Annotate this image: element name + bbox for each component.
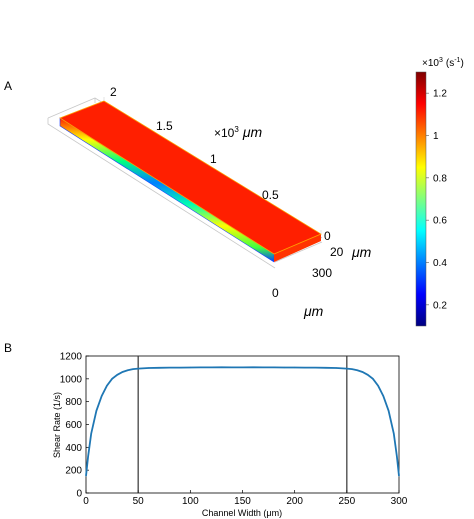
data-point	[294, 366, 296, 369]
channel-end-face	[274, 234, 321, 262]
data-point	[127, 369, 129, 371]
data-point	[325, 367, 327, 369]
x-axis-label: Channel Width (μm)	[202, 508, 282, 518]
height-tick: 20	[330, 245, 344, 259]
data-point	[377, 385, 379, 387]
colorbar-tick-label: 0.8	[433, 173, 447, 184]
data-point	[189, 366, 191, 369]
data-point	[111, 378, 113, 380]
channel-side-face	[60, 118, 274, 262]
channel-top-face	[60, 101, 321, 254]
length-tick: 0.5	[262, 188, 279, 202]
width-tick: 0	[272, 286, 279, 300]
y-axis-label: Shear Rate (1/s)	[52, 392, 62, 458]
data-point	[116, 374, 118, 376]
x-tick-label: 200	[286, 496, 303, 507]
data-point	[90, 433, 92, 435]
axis-grid	[103, 97, 322, 234]
data-point	[356, 369, 358, 371]
x-tick-label: 100	[182, 496, 199, 507]
length-tick: 1	[210, 152, 217, 166]
colorbar-gradient	[415, 71, 427, 327]
data-point	[221, 366, 223, 368]
data-point	[101, 395, 103, 397]
data-point	[273, 366, 275, 368]
length-tick: 0	[324, 229, 331, 243]
data-point	[361, 371, 364, 373]
y-tick-label: 200	[65, 466, 82, 477]
width-axis: 300 0 μm	[272, 266, 332, 319]
data-point	[351, 368, 353, 370]
y-tick-label: 1200	[60, 352, 83, 363]
channel-3d-plot	[47, 97, 323, 269]
colorbar-unit: ×103 (s-1)	[422, 57, 464, 69]
height-axis-unit: μm	[351, 244, 372, 260]
data-point	[372, 378, 374, 380]
y-tick-label: 600	[65, 420, 82, 431]
data-point	[137, 368, 139, 370]
data-point	[388, 410, 390, 412]
width-tick: 300	[312, 266, 332, 280]
y-tick-label: 1000	[60, 374, 83, 385]
data-point	[262, 366, 264, 368]
data-point	[210, 366, 212, 368]
data-point	[148, 367, 150, 369]
colorbar-tick-label: 0.6	[433, 216, 447, 227]
shear-rate-chart: 0 50 100 150 200 250 300 0 200 400 600 800 1000 1200…	[52, 352, 408, 519]
data-point	[121, 371, 124, 373]
data-point	[95, 410, 97, 412]
height-axis: 20 μm	[330, 244, 372, 260]
y-tick-label: 0	[76, 489, 82, 500]
x-tick-label: 0	[83, 496, 89, 507]
data-point	[396, 455, 398, 458]
data-point	[314, 367, 317, 369]
data-point	[367, 374, 369, 376]
x-tick-label: 50	[133, 496, 145, 507]
length-tick: 1.5	[156, 119, 173, 133]
panel-a-label: A	[4, 79, 12, 93]
data-point	[179, 367, 181, 369]
data-point	[158, 367, 160, 369]
data-point	[304, 367, 306, 369]
colorbar-tick-label: 0.2	[433, 300, 447, 311]
x-tick-label: 300	[391, 496, 408, 507]
y-tick-label: 800	[65, 397, 82, 408]
length-axis-unit: ×103 μm	[214, 124, 262, 140]
x-tick-label: 250	[338, 496, 355, 507]
data-point	[200, 366, 202, 368]
data-point	[87, 455, 89, 458]
data-point	[132, 368, 134, 370]
data-point	[106, 385, 108, 387]
data-point	[382, 395, 384, 397]
plot-area	[85, 355, 400, 494]
data-point	[241, 366, 244, 368]
data-point	[283, 366, 285, 369]
data-point	[168, 367, 171, 369]
colorbar-tick-label: 0.4	[433, 258, 447, 269]
data-point	[398, 475, 400, 477]
colorbar-tick-label: 1	[433, 131, 439, 142]
colorbar-tick-label: 1.2	[433, 89, 447, 100]
data-point	[335, 367, 337, 369]
data-point	[231, 366, 233, 368]
data-point	[252, 366, 254, 368]
colorbar: ×103 (s-1) 1.2 1 0.8 0.6 0.4 0.2	[415, 57, 464, 327]
panel-b-label: B	[4, 341, 12, 355]
data-point	[393, 433, 395, 435]
data-point	[346, 368, 348, 370]
length-axis: 2 1.5 1 0.5 0 ×103 μm	[110, 85, 331, 243]
x-tick-label: 150	[234, 496, 251, 507]
width-axis-unit: μm	[303, 303, 324, 319]
data-point	[85, 475, 87, 477]
y-tick-label: 400	[65, 443, 82, 454]
length-tick: 2	[110, 85, 117, 99]
